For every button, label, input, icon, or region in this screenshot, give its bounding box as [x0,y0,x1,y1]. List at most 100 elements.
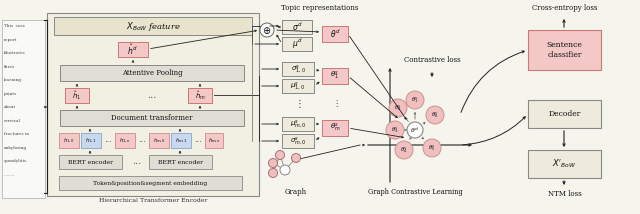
Text: $h_{m,1}$: $h_{m,1}$ [175,136,188,145]
Circle shape [280,165,290,175]
Bar [322,26,348,42]
Text: illustrates: illustrates [4,51,26,55]
Bar [81,133,101,148]
Text: Hierarchical Transformer Encoder: Hierarchical Transformer Encoder [99,198,207,202]
Text: $\theta^s_1$: $\theta^s_1$ [412,95,419,105]
Text: $\theta^s_6$: $\theta^s_6$ [431,110,439,120]
Bar [205,133,223,148]
Text: $h_{m,n}$: $h_{m,n}$ [207,136,220,145]
Text: Contrastive loss: Contrastive loss [404,56,460,64]
Text: $\hat{h}_m$: $\hat{h}_m$ [195,89,205,102]
Text: ...: ... [138,137,146,144]
Circle shape [386,121,404,139]
Circle shape [269,159,278,168]
Text: $h_{1,1}$: $h_{1,1}$ [85,136,97,145]
Text: three: three [4,64,15,68]
Text: BERT encoder: BERT encoder [158,159,203,165]
Circle shape [407,122,423,138]
Text: $h_{1,n}$: $h_{1,n}$ [119,136,131,145]
Text: cervical: cervical [4,119,21,122]
Text: $\sigma^s_{1,0}$: $\sigma^s_{1,0}$ [291,63,305,75]
Text: $\theta^s_3$: $\theta^s_3$ [391,125,399,135]
Bar [149,133,169,148]
Text: $h_{1,0}$: $h_{1,0}$ [63,136,75,145]
Text: $\sigma^d$: $\sigma^d$ [292,21,302,33]
Circle shape [260,23,274,37]
Bar [282,37,312,51]
Circle shape [389,99,407,117]
Text: fractures in: fractures in [4,132,29,136]
Text: $\theta^s_5$: $\theta^s_5$ [428,143,436,153]
Circle shape [269,168,278,177]
Text: Document transformer: Document transformer [111,114,193,122]
Text: Graph: Graph [285,188,307,196]
Bar [2,20,45,198]
Circle shape [406,91,424,109]
Text: Attentive Pooling: Attentive Pooling [122,69,182,77]
Text: BERT encoder: BERT encoder [68,159,113,165]
Bar [528,100,601,128]
Bar [149,155,212,169]
Circle shape [426,106,444,124]
Circle shape [275,150,285,159]
Bar [115,133,135,148]
Text: $\theta^s_4$: $\theta^s_4$ [400,145,408,155]
Text: .........: ......... [4,172,15,177]
Text: $\vdots$: $\vdots$ [294,97,301,110]
Circle shape [423,139,441,157]
Text: $X_{BoW}$ feature: $X_{BoW}$ feature [125,19,180,33]
Bar [322,120,348,136]
Text: spondylitis.: spondylitis. [4,159,28,163]
Text: Sentence
classifier: Sentence classifier [547,41,582,59]
Text: $\theta^s_2$: $\theta^s_2$ [394,103,402,113]
Bar [118,42,148,57]
Text: $\oplus$: $\oplus$ [262,24,271,36]
Bar [322,68,348,84]
Text: $\mu^d$: $\mu^d$ [292,37,302,51]
Text: $\sigma^s_{m,0}$: $\sigma^s_{m,0}$ [290,135,307,147]
Text: learning: learning [4,78,22,82]
Text: $\theta^s_m$: $\theta^s_m$ [330,122,340,134]
Bar [54,17,252,35]
Bar [59,155,122,169]
Bar [60,110,244,126]
Text: Cross-entropy loss: Cross-entropy loss [532,4,598,12]
Bar [59,133,79,148]
Bar [282,62,314,76]
Text: Decoder: Decoder [548,110,580,118]
Bar [65,88,89,103]
Text: $X'_{BoW}$: $X'_{BoW}$ [552,158,577,170]
Text: $\vdots$: $\vdots$ [332,98,339,108]
Text: This  case: This case [4,24,25,28]
Bar [188,88,212,103]
Text: report: report [4,37,17,42]
Circle shape [291,153,301,162]
Bar [282,117,314,131]
Bar [282,20,312,34]
Text: $\theta^d$: $\theta^d$ [330,28,340,40]
Bar [528,30,601,70]
Text: ...: ... [194,137,202,144]
Text: about: about [4,105,16,109]
Bar [282,79,314,93]
Bar [47,13,259,196]
Text: $\hat{h}^{\,d}$: $\hat{h}^{\,d}$ [127,42,139,57]
Text: $\hat{h}_1$: $\hat{h}_1$ [72,89,81,102]
Text: ...: ... [147,91,157,100]
Text: $\theta^d$: $\theta^d$ [410,125,419,135]
Circle shape [395,141,413,159]
Text: NTM loss: NTM loss [548,190,581,198]
Bar [59,176,242,190]
Bar [171,133,191,148]
Text: Token&position&segment embedding: Token&position&segment embedding [93,180,207,186]
Text: ...: ... [132,158,141,166]
Text: points: points [4,92,17,95]
Text: ankylosing: ankylosing [4,146,27,150]
Text: Graph Contrastive Learning: Graph Contrastive Learning [367,188,462,196]
Text: ...: ... [104,137,112,144]
Text: $\mu^s_{1,0}$: $\mu^s_{1,0}$ [291,80,305,92]
Bar [60,65,244,81]
Bar [282,134,314,148]
Text: $\theta^s_1$: $\theta^s_1$ [330,70,340,82]
Bar [528,150,601,178]
